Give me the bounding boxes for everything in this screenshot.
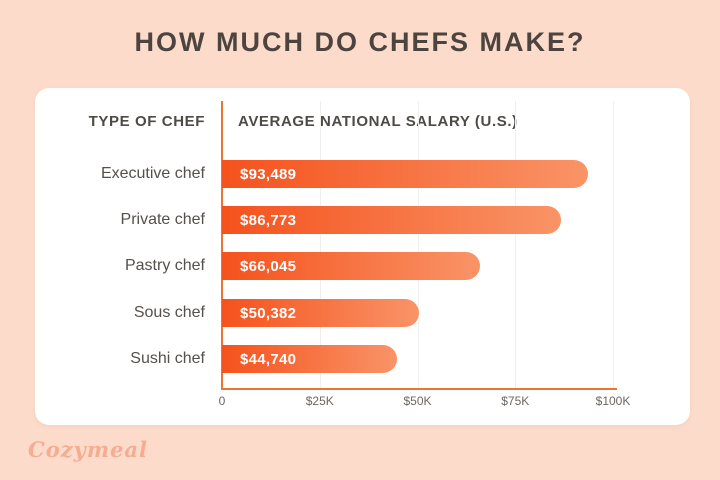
category-label: Sous chef xyxy=(133,304,205,321)
bar: $93,489 xyxy=(222,160,588,188)
gridline xyxy=(515,101,517,388)
category-label: Executive chef xyxy=(100,165,205,182)
bar-value-label: $50,382 xyxy=(240,304,297,322)
page-title: HOW MUCH DO CHEFS MAKE? xyxy=(134,27,586,57)
bar: $44,740 xyxy=(222,345,397,373)
chart-card: TYPE OF CHEF AVERAGE NATIONAL SALARY (U.… xyxy=(35,88,690,425)
bar-value-label: $66,045 xyxy=(240,257,297,275)
x-axis-tick: $100K xyxy=(595,394,631,408)
x-axis-tick: $75K xyxy=(501,394,530,408)
column-header-average-salary: AVERAGE NATIONAL SALARY (U.S.) xyxy=(238,113,518,130)
cozymeal-logo: Cozymeal xyxy=(28,437,149,462)
bar: $50,382 xyxy=(222,299,419,327)
bar-value-label: $93,489 xyxy=(240,165,297,183)
x-axis-line xyxy=(221,388,617,390)
x-axis-tick: $25K xyxy=(305,394,334,408)
category-label: Pastry chef xyxy=(124,257,205,274)
category-label: Sushi chef xyxy=(130,350,205,367)
category-label: Private chef xyxy=(120,211,205,228)
gridline xyxy=(417,101,419,388)
bar: $66,045 xyxy=(222,252,480,280)
x-axis-tick: $50K xyxy=(403,394,432,408)
bar-value-label: $86,773 xyxy=(240,211,297,229)
bar: $86,773 xyxy=(222,206,561,234)
x-axis-tick: 0 xyxy=(218,394,226,408)
gridline xyxy=(319,101,321,388)
bar-value-label: $44,740 xyxy=(240,350,297,368)
y-axis-line xyxy=(221,101,223,390)
column-header-type-of-chef: TYPE OF CHEF xyxy=(88,113,205,130)
gridline xyxy=(613,101,614,388)
